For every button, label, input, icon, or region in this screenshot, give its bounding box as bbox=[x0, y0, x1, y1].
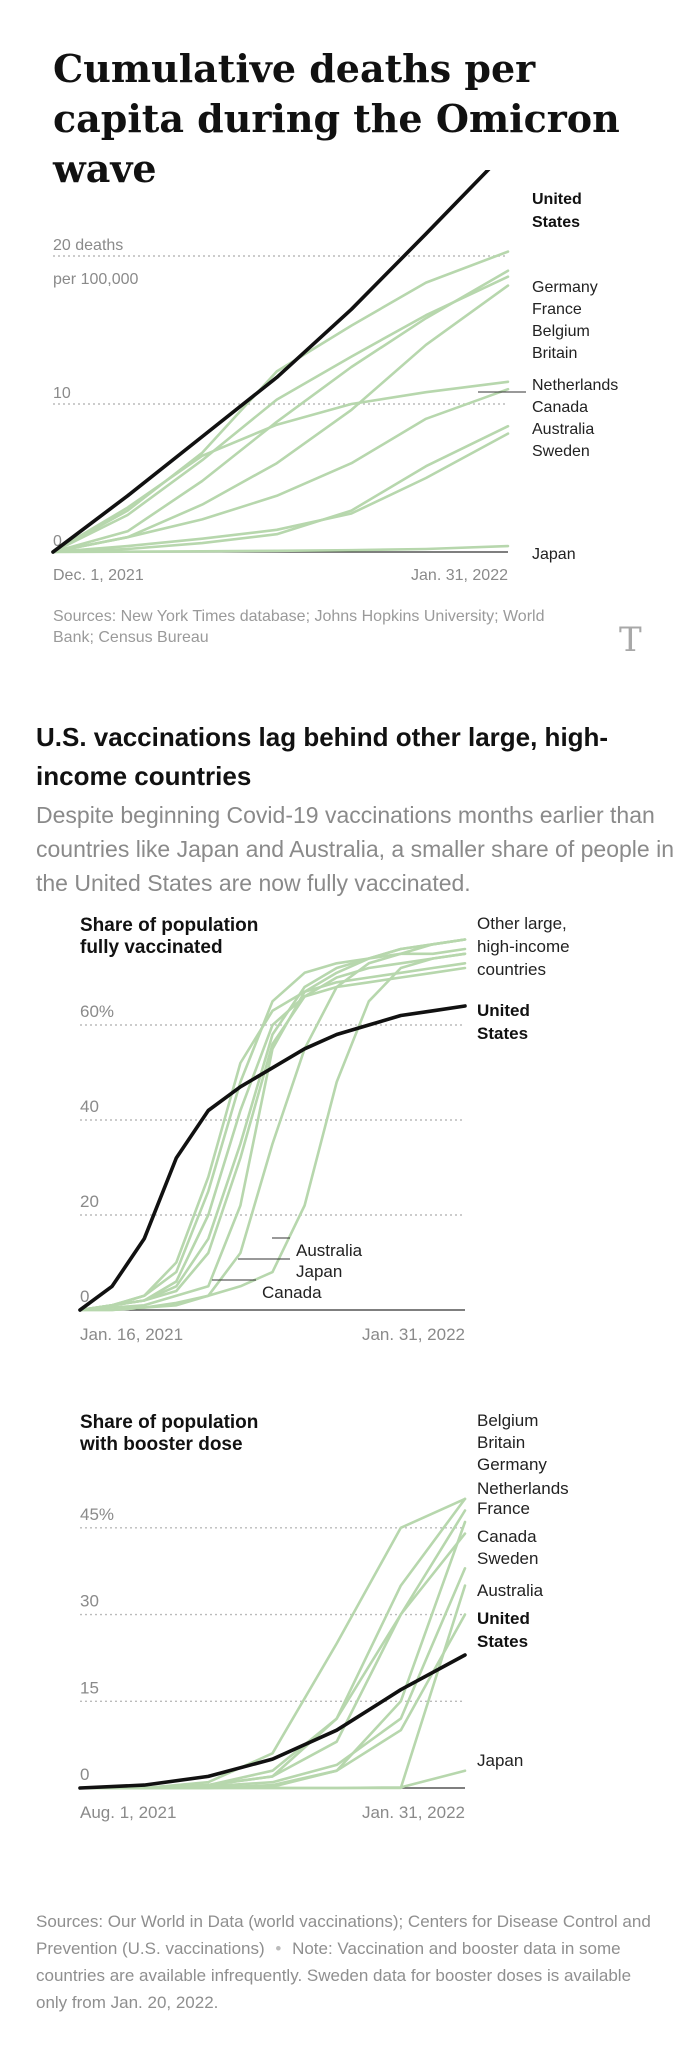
y-unit-label: per 100,000 bbox=[53, 271, 139, 288]
series-line-australia bbox=[51, 424, 510, 554]
y-tick-label: 0 bbox=[80, 1765, 89, 1784]
series-label-canada: Canada bbox=[532, 399, 588, 416]
series-line-canada bbox=[51, 387, 510, 554]
series-line-germany bbox=[51, 250, 510, 554]
sources-text: Sources: Our World in Data (world vaccin… bbox=[36, 1912, 651, 1958]
series-line-japan bbox=[78, 938, 467, 1312]
series-label-germany: Germany bbox=[532, 279, 598, 296]
x-end-label: Jan. 31, 2022 bbox=[362, 1803, 465, 1822]
series-label-united-states: United bbox=[532, 191, 582, 208]
series-line-sweden bbox=[51, 432, 510, 554]
y-tick-label: 20 deaths bbox=[53, 237, 123, 254]
series-label-canada: Canada bbox=[477, 1527, 537, 1546]
series-line-united-states bbox=[78, 1653, 467, 1790]
series-line-france bbox=[51, 269, 510, 554]
y-tick-label: 0 bbox=[53, 533, 62, 550]
series-label-australia: Australia bbox=[532, 421, 594, 438]
series-line-united-states bbox=[51, 170, 491, 554]
series-line-united-states bbox=[78, 1004, 467, 1312]
series-label-britain: Britain bbox=[477, 1433, 525, 1452]
y-tick-label: 45% bbox=[80, 1505, 114, 1524]
y-tick-label: 40 bbox=[80, 1097, 99, 1116]
series-line-other-large-high-income-countries bbox=[78, 961, 467, 1312]
note-text: Note: Vaccination and booster data in so… bbox=[36, 1939, 632, 2012]
y-tick-label: 30 bbox=[80, 1592, 99, 1611]
series-line-britain bbox=[78, 1497, 467, 1790]
series-label-japan: Japan bbox=[477, 1751, 523, 1770]
x-start-label: Jan. 16, 2021 bbox=[80, 1325, 183, 1344]
y-tick-label: 20 bbox=[80, 1192, 99, 1211]
separator-dot: • bbox=[275, 1939, 282, 1958]
section-subtitle: Despite beginning Covid-19 vaccinations … bbox=[36, 802, 674, 896]
series-label-france: France bbox=[532, 301, 582, 318]
series-label-germany: Germany bbox=[477, 1455, 547, 1474]
series-line-belgium bbox=[51, 275, 510, 554]
x-end-label: Jan. 31, 2022 bbox=[362, 1325, 465, 1344]
series-line-canada bbox=[78, 1567, 467, 1790]
series-line-japan bbox=[51, 544, 510, 554]
series-label-other-large-high-income-countries: high-income bbox=[477, 937, 570, 956]
series-label-belgium: Belgium bbox=[477, 1411, 538, 1430]
series-label-united-states: States bbox=[477, 1632, 528, 1651]
y-tick-label: 10 bbox=[53, 385, 71, 402]
series-label-france: France bbox=[477, 1499, 530, 1518]
deaths-chart: 0 10 20 deaths per 100,000 Dec. 1, 2021 Jan. … bbox=[51, 170, 618, 584]
chart-title-line: with booster dose bbox=[79, 1434, 243, 1455]
series-line-germany bbox=[78, 1509, 467, 1790]
series-label-other-large-high-income-countries: Other large, bbox=[477, 914, 567, 933]
series-label-japan: Japan bbox=[296, 1262, 342, 1281]
y-tick-label: 0 bbox=[80, 1287, 89, 1306]
series-label-japan: Japan bbox=[532, 546, 576, 563]
chart-title-line: Share of population bbox=[80, 1412, 258, 1433]
series-line-belgium bbox=[78, 1497, 467, 1790]
chart-title-line: fully vaccinated bbox=[80, 937, 223, 958]
series-line-netherlands bbox=[51, 380, 510, 554]
sources-note-bottom: Sources: Our World in Data (world vaccin… bbox=[36, 1908, 666, 2016]
sources-note-top: Sources: New York Times database; Johns … bbox=[53, 608, 545, 646]
x-end-label: Jan. 31, 2022 bbox=[411, 567, 508, 584]
series-label-sweden: Sweden bbox=[532, 443, 590, 460]
section-title: U.S. vaccinations lag behind other large… bbox=[36, 722, 609, 791]
series-label-australia: Australia bbox=[477, 1581, 544, 1600]
series-line-australia bbox=[78, 952, 467, 1312]
nyt-logo: T bbox=[619, 620, 642, 660]
series-label-australia: Australia bbox=[296, 1241, 363, 1260]
series-label-sweden: Sweden bbox=[477, 1549, 538, 1568]
series-line-other-large-high-income-countries bbox=[78, 952, 467, 1312]
series-label-united-states: United bbox=[477, 1609, 530, 1628]
series-line-canada bbox=[78, 938, 467, 1312]
series-line-netherlands bbox=[78, 1520, 467, 1790]
series-label-other-large-high-income-countries: countries bbox=[477, 960, 546, 979]
series-line-france bbox=[78, 1532, 467, 1790]
series-line-other-large-high-income-countries bbox=[78, 938, 467, 1312]
series-line-japan bbox=[78, 1769, 467, 1790]
series-label-canada: Canada bbox=[262, 1283, 322, 1302]
x-start-label: Aug. 1, 2021 bbox=[80, 1803, 176, 1822]
series-label-netherlands: Netherlands bbox=[477, 1479, 569, 1498]
chart-title-line: Share of population bbox=[80, 915, 258, 936]
series-label-united-states: States bbox=[532, 214, 580, 231]
x-start-label: Dec. 1, 2021 bbox=[53, 567, 144, 584]
series-label-britain: Britain bbox=[532, 345, 577, 362]
series-label-united-states: United bbox=[477, 1001, 530, 1020]
series-label-netherlands: Netherlands bbox=[532, 377, 618, 394]
series-line-other-large-high-income-countries bbox=[78, 947, 467, 1312]
series-label-belgium: Belgium bbox=[532, 323, 590, 340]
series-label-united-states: States bbox=[477, 1024, 528, 1043]
y-tick-label: 15 bbox=[80, 1678, 99, 1697]
page-title: Cumulative deaths per capita during the … bbox=[53, 46, 620, 191]
y-tick-label: 60% bbox=[80, 1002, 114, 1021]
